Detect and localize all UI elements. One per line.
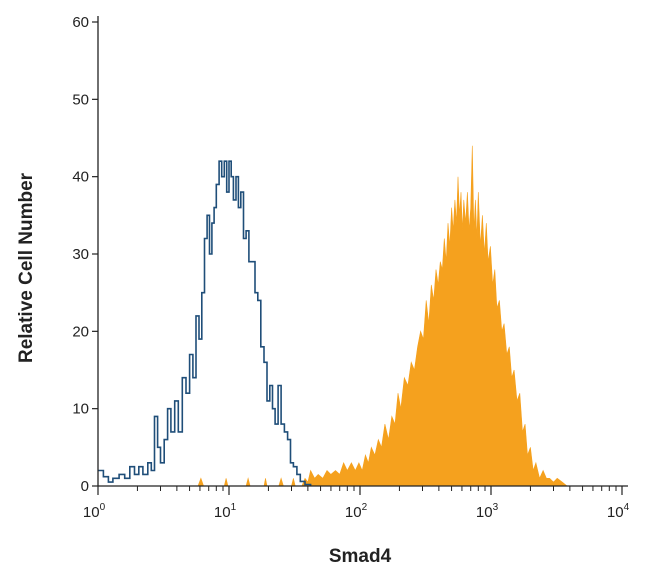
x-axis-title: Smad4 bbox=[329, 546, 392, 567]
axes-layer bbox=[97, 16, 628, 487]
y-tick-label: 10 bbox=[72, 401, 89, 418]
ticks-layer: 0 10 20 30 40 50 60 100 101 102 103 104 bbox=[72, 14, 629, 521]
y-tick-label: 60 bbox=[72, 14, 89, 31]
x-tick-label: 100 bbox=[83, 502, 106, 521]
x-tick-label: 102 bbox=[345, 502, 368, 521]
y-tick-label: 0 bbox=[81, 478, 89, 495]
series-layer bbox=[98, 145, 568, 487]
y-tick-label: 30 bbox=[72, 246, 89, 263]
y-tick-label: 50 bbox=[72, 91, 89, 108]
y-tick-label: 20 bbox=[72, 323, 89, 340]
y-tick-label: 40 bbox=[72, 169, 89, 186]
x-tick-label: 101 bbox=[214, 502, 237, 521]
stained-histogram-area bbox=[197, 145, 568, 487]
control-histogram-outline bbox=[98, 160, 312, 486]
x-tick-label: 104 bbox=[607, 502, 630, 521]
x-tick-label: 103 bbox=[476, 502, 499, 521]
y-axis-title: Relative Cell Number bbox=[16, 172, 37, 363]
